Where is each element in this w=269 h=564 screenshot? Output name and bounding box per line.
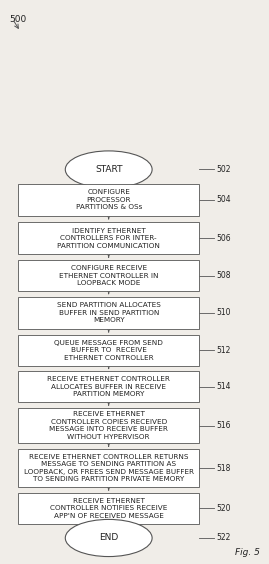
Text: CONFIGURE
PROCESSOR
PARTITIONS & OSs: CONFIGURE PROCESSOR PARTITIONS & OSs [76, 190, 142, 210]
FancyBboxPatch shape [18, 222, 199, 254]
Text: Fig. 5: Fig. 5 [235, 548, 260, 557]
Ellipse shape [65, 151, 152, 188]
FancyBboxPatch shape [18, 493, 199, 524]
Ellipse shape [65, 519, 152, 557]
Text: RECEIVE ETHERNET
CONTROLLER COPIES RECEIVED
MESSAGE INTO RECEIVE BUFFER
WITHOUT : RECEIVE ETHERNET CONTROLLER COPIES RECEI… [49, 412, 168, 440]
FancyBboxPatch shape [18, 408, 199, 443]
FancyBboxPatch shape [18, 335, 199, 366]
Text: 502: 502 [216, 165, 231, 174]
Text: 510: 510 [216, 309, 231, 318]
Text: RECEIVE ETHERNET
CONTROLLER NOTIFIES RECEIVE
APP'N OF RECEIVED MESSAGE: RECEIVE ETHERNET CONTROLLER NOTIFIES REC… [50, 498, 167, 519]
Text: 500: 500 [9, 15, 26, 24]
Text: END: END [99, 534, 118, 543]
Text: CONFIGURE RECEIVE
ETHERNET CONTROLLER IN
LOOPBACK MODE: CONFIGURE RECEIVE ETHERNET CONTROLLER IN… [59, 265, 158, 286]
FancyBboxPatch shape [18, 297, 199, 329]
Text: 504: 504 [216, 195, 231, 204]
Text: 522: 522 [216, 534, 230, 543]
Text: SEND PARTITION ALLOCATES
BUFFER IN SEND PARTITION
MEMORY: SEND PARTITION ALLOCATES BUFFER IN SEND … [57, 302, 161, 323]
Text: 506: 506 [216, 233, 231, 243]
FancyBboxPatch shape [18, 449, 199, 487]
Text: QUEUE MESSAGE FROM SEND
BUFFER TO  RECEIVE
ETHERNET CONTROLLER: QUEUE MESSAGE FROM SEND BUFFER TO RECEIV… [54, 340, 163, 361]
Text: 508: 508 [216, 271, 231, 280]
FancyBboxPatch shape [18, 183, 199, 216]
Text: 516: 516 [216, 421, 231, 430]
Text: 512: 512 [216, 346, 230, 355]
Text: 518: 518 [216, 464, 230, 473]
Text: RECEIVE ETHERNET CONTROLLER RETURNS
MESSAGE TO SENDING PARTITION AS
LOOPBACK, OR: RECEIVE ETHERNET CONTROLLER RETURNS MESS… [24, 454, 194, 482]
Text: RECEIVE ETHERNET CONTROLLER
ALLOCATES BUFFER IN RECEIVE
PARTITION MEMORY: RECEIVE ETHERNET CONTROLLER ALLOCATES BU… [47, 376, 170, 398]
Text: 520: 520 [216, 504, 231, 513]
FancyBboxPatch shape [18, 372, 199, 402]
Text: START: START [95, 165, 122, 174]
Text: IDENTIFY ETHERNET
CONTROLLERS FOR INTER-
PARTITION COMMUNICATION: IDENTIFY ETHERNET CONTROLLERS FOR INTER-… [57, 228, 160, 249]
FancyBboxPatch shape [18, 260, 199, 291]
Text: 514: 514 [216, 382, 231, 391]
